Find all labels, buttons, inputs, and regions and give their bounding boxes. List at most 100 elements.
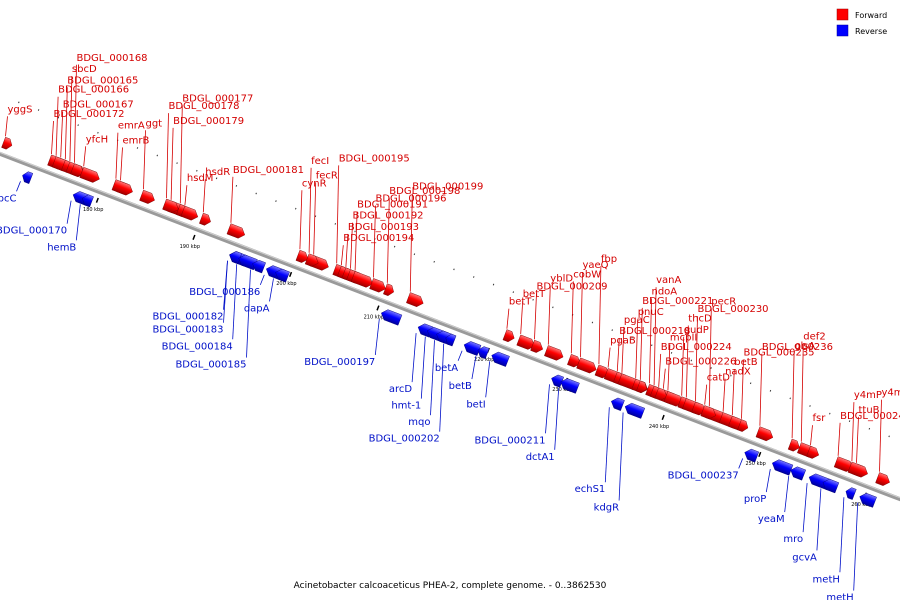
forward-gene-feci[interactable]: [304, 253, 320, 269]
gene-arrow[interactable]: [858, 491, 877, 508]
gene-label[interactable]: BDGL_000172: [53, 109, 124, 120]
gene-label[interactable]: yfcH: [86, 134, 108, 145]
forward-gene-bdgl-000168[interactable]: [70, 163, 86, 179]
gene-label[interactable]: proP: [744, 494, 766, 505]
gene-label[interactable]: BDGL_000167: [63, 100, 134, 111]
forward-gene-bdgl-000178[interactable]: [162, 198, 181, 215]
gene-arrow[interactable]: [111, 179, 135, 197]
gene-arrow[interactable]: [304, 253, 320, 269]
gene-label[interactable]: dctA1: [526, 452, 555, 463]
reverse-gene-betb[interactable]: [476, 345, 490, 360]
gene-label[interactable]: nadX: [725, 367, 751, 378]
gene-label[interactable]: BDGL_000209: [536, 281, 607, 292]
gene-label[interactable]: vanA: [656, 275, 681, 286]
gene-label[interactable]: BDGL_000197: [304, 357, 375, 368]
reverse-gene-dapa[interactable]: [274, 267, 290, 283]
gene-label[interactable]: hsdM: [187, 173, 214, 184]
gene-label[interactable]: thcD: [688, 314, 712, 325]
gene-label[interactable]: BDGL_000230: [697, 304, 768, 315]
gene-label[interactable]: dapA: [244, 303, 270, 314]
reverse-gene-hemb[interactable]: [80, 193, 94, 208]
gene-arrow[interactable]: [654, 387, 669, 402]
gene-label[interactable]: fecI: [311, 156, 329, 167]
reverse-gene-bdgl-000185[interactable]: [251, 258, 266, 274]
reverse-gene-gcva[interactable]: [821, 477, 840, 494]
reverse-gene-beta[interactable]: [462, 340, 482, 356]
gene-arrow[interactable]: [516, 334, 537, 351]
gene-arrow[interactable]: [576, 357, 599, 375]
gene-arrow[interactable]: [609, 396, 625, 411]
gene-label[interactable]: cobW: [573, 269, 601, 280]
forward-gene-hsdm[interactable]: [180, 205, 200, 222]
gene-label[interactable]: fecR: [316, 171, 338, 182]
forward-gene-bdgl-000191[interactable]: [350, 271, 375, 289]
gene-label[interactable]: mqo: [408, 417, 430, 428]
gene-label[interactable]: ndoA: [651, 286, 677, 297]
gene-arrow[interactable]: [379, 308, 403, 326]
gene-label[interactable]: BDGL_000193: [348, 222, 419, 233]
gene-label[interactable]: BDGL_000224: [661, 342, 732, 353]
gene-label[interactable]: pecR: [711, 296, 736, 307]
gene-arrow[interactable]: [875, 472, 892, 488]
gene-arrow[interactable]: [228, 250, 242, 265]
reverse-gene-sbcc[interactable]: [21, 170, 34, 184]
gene-arrow[interactable]: [743, 447, 760, 463]
gene-label[interactable]: betT: [523, 289, 546, 300]
gene-arrow[interactable]: [462, 340, 482, 356]
gene-arrow[interactable]: [199, 212, 212, 227]
gene-arrow[interactable]: [806, 445, 821, 460]
gene-label[interactable]: BDGL_000198: [389, 186, 460, 197]
reverse-gene-bdgl-000197[interactable]: [379, 308, 403, 326]
forward-gene-cynr[interactable]: [295, 249, 310, 264]
gene-arrow[interactable]: [139, 189, 157, 205]
gene-label[interactable]: sbcC: [0, 193, 17, 204]
gene-label[interactable]: fbp: [601, 254, 617, 265]
forward-gene-hsdr[interactable]: [199, 212, 212, 227]
forward-gene-yfch[interactable]: [79, 166, 102, 184]
gene-label[interactable]: fsr: [812, 413, 826, 424]
gene-label[interactable]: BDGL_000184: [162, 341, 233, 352]
reverse-gene-echs1[interactable]: [609, 396, 625, 411]
gene-label[interactable]: glsA: [794, 341, 815, 352]
gene-label[interactable]: BDGL_000182: [152, 312, 223, 323]
reverse-gene-bdgl-000237[interactable]: [743, 447, 760, 463]
gene-arrow[interactable]: [490, 350, 510, 367]
gene-label[interactable]: mro: [783, 534, 803, 545]
gene-label[interactable]: ttuB: [858, 405, 879, 416]
forward-gene-catd[interactable]: [700, 405, 718, 420]
forward-gene-bdgl-000196[interactable]: [369, 278, 388, 294]
reverse-gene-meth[interactable]: [844, 486, 857, 500]
gene-arrow[interactable]: [406, 292, 425, 309]
reverse-gene-bdgl-000211[interactable]: [550, 373, 564, 388]
gene-arrow[interactable]: [162, 198, 181, 215]
forward-gene-y4mn[interactable]: [875, 472, 892, 488]
gene-label[interactable]: ggt: [145, 118, 162, 129]
gene-label[interactable]: y4mP: [854, 390, 882, 401]
gene-label[interactable]: BDGL_000191: [357, 199, 428, 210]
gene-arrow[interactable]: [636, 380, 648, 394]
gene-arrow[interactable]: [476, 345, 490, 360]
gene-arrow[interactable]: [21, 170, 34, 184]
gene-label[interactable]: hmt-1: [391, 401, 421, 412]
forward-gene-yaeq[interactable]: [576, 357, 599, 375]
forward-gene-bdgl-000235[interactable]: [737, 419, 750, 433]
gene-label[interactable]: pnuC: [638, 307, 664, 318]
gene-arrow[interactable]: [180, 205, 200, 222]
gene-arrow[interactable]: [502, 329, 516, 344]
forward-gene-emra[interactable]: [111, 179, 135, 197]
gene-arrow[interactable]: [559, 377, 580, 394]
gene-arrow[interactable]: [295, 249, 310, 264]
reverse-gene-bdgl-000184[interactable]: [237, 253, 258, 271]
gene-label[interactable]: BDGL_000202: [369, 434, 440, 445]
forward-gene-ybld[interactable]: [544, 345, 565, 362]
gene-arrow[interactable]: [737, 419, 750, 433]
gene-label[interactable]: BDGL_000244: [840, 411, 900, 422]
gene-arrow[interactable]: [787, 438, 801, 453]
gene-label[interactable]: gudP: [684, 325, 709, 336]
gene-label[interactable]: kdgR: [594, 503, 619, 514]
gene-label[interactable]: BDGL_000177: [182, 93, 253, 104]
gene-label[interactable]: BDGL_000199: [412, 182, 483, 193]
gene-label[interactable]: BDGL_000221: [642, 296, 713, 307]
gene-label[interactable]: yeaM: [758, 514, 785, 525]
reverse-gene-bdgl-000202[interactable]: [444, 333, 457, 347]
